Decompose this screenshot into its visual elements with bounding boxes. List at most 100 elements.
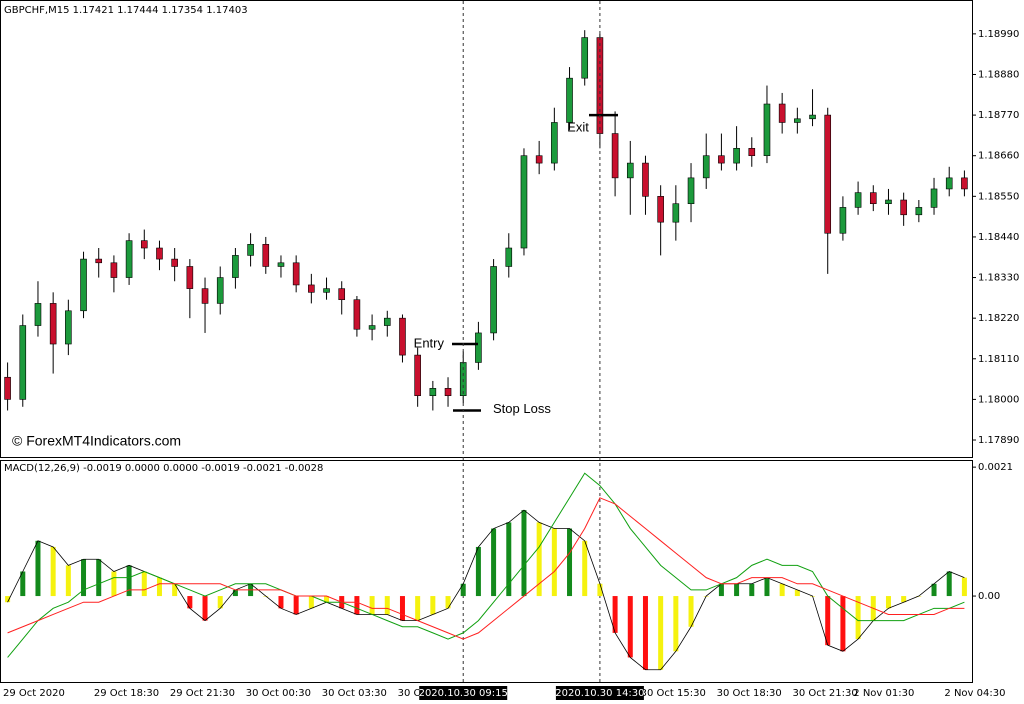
histogram-bar [825,596,831,646]
y-tick-label: 1.18990 [978,29,1019,40]
x-tick-label: 29 Oct 2020 [3,688,65,699]
x-tick-label: 30 Oct 03:30 [322,688,387,699]
candle-body [657,196,664,223]
candle-body [930,188,938,208]
histogram-bar [779,583,785,597]
candle-body [581,37,589,79]
candle-body [308,284,315,293]
candle-body [945,177,953,190]
y-tick-label: 1.18220 [978,313,1019,324]
y-tick-label: 1.17890 [978,435,1019,446]
candle-body [611,133,619,179]
candle-body [368,325,376,330]
x-tick-label: 30 Oct 18:30 [717,688,782,699]
histogram-bar [202,596,208,621]
histogram-bar [445,596,451,609]
indicator-title: MACD(12,26,9) -0.0019 0.0000 0.0000 -0.0… [4,463,323,474]
candle-body [566,77,573,123]
candle-body [672,203,680,223]
candle-body [718,155,725,164]
histogram-bar [734,583,740,597]
highlight-box [419,686,508,700]
candle-body [399,317,406,356]
histogram-bar [718,583,724,597]
candle-body [687,177,695,205]
candle-body [763,103,771,157]
macd-line [7,472,965,658]
histogram-bar [293,596,299,615]
histogram-bar [961,577,967,597]
histogram-bar [65,565,71,597]
candle-body [383,317,391,326]
histogram-bar [354,596,360,615]
histogram-bar [111,571,117,597]
watermark: © ForexMT4Indicators.com [12,433,181,449]
histogram-bar [658,596,664,670]
histogram-bar [551,528,557,597]
candle-body [95,258,103,264]
histogram-bar [901,596,907,603]
histogram-bar [35,540,41,597]
histogram-bar [20,571,26,597]
histogram-bar [521,510,527,597]
histogram-bar [156,577,162,597]
annotation: Exit [567,120,589,135]
annotation: Stop Loss [493,401,551,416]
x-tick-label: 29 Oct 21:30 [170,688,235,699]
histogram-bar [931,583,937,597]
candle-body [232,255,239,278]
y-tick-label: 1.18440 [978,232,1019,243]
histogram-bar [460,583,466,597]
histogram-bar [141,571,147,597]
macd-pane [0,460,973,683]
x-tick-label-highlight: 2020.10.30 09:15 [419,688,508,699]
histogram-bar [415,596,421,621]
histogram-bar [597,583,603,597]
y-tick-label: 1.18330 [978,273,1019,284]
histogram-bar [673,596,679,652]
histogram-bar [506,522,512,597]
candle-body [444,388,452,397]
histogram-bar [885,596,891,609]
candle-body [49,303,57,345]
candle-body [854,192,862,208]
candle-body [34,303,42,326]
candle-body [733,148,740,164]
macd-line [7,497,965,640]
candle-body [839,207,847,234]
y-tick-label: 1.18880 [978,69,1019,80]
histogram-bar [840,596,846,652]
candle-body [642,162,649,197]
candle-body [505,247,513,267]
x-tick-label: 30 Oct 00:30 [246,688,311,699]
histogram-bar [536,522,542,597]
candle-body [778,103,786,123]
candle-body [520,155,528,249]
candle-body [262,244,270,267]
histogram-bar [126,565,132,597]
y-tick-label: 1.18110 [978,354,1019,365]
histogram-bar [430,596,436,615]
histogram-bar [794,589,800,597]
histogram-bar [324,596,330,603]
candle-body [4,376,11,400]
candle-body [475,332,482,363]
candle-body [794,118,801,123]
candle-body [885,199,892,205]
candle-body [915,207,923,216]
candle-body [216,277,224,304]
annotation: Entry [414,335,445,350]
histogram-bar [688,596,694,627]
candle-body [353,299,361,330]
histogram-bar [475,546,481,597]
candle-body [201,288,209,304]
candle-body [19,325,27,400]
x-tick-label: 29 Oct 18:30 [94,688,159,699]
candle-body [626,162,634,179]
histogram-bar [308,596,314,609]
candle-body [429,388,437,397]
y-tick-label: 1.18770 [978,110,1019,121]
histogram-bar [217,596,223,609]
y-tick-label: 1.18660 [978,151,1019,162]
